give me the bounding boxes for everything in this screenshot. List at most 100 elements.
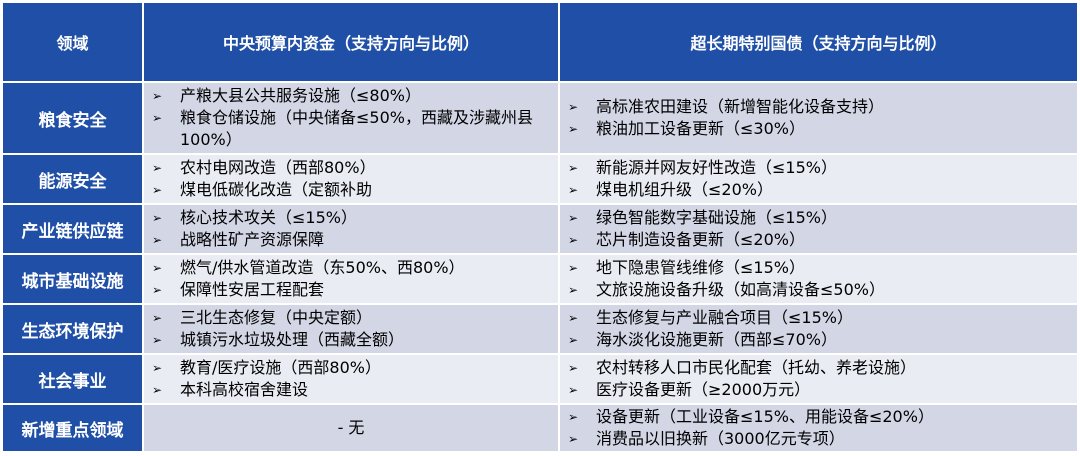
header-central-funds: 中央预算内资金（支持方向与比例）: [144, 3, 558, 81]
arrow-bullet-icon: ➢: [152, 211, 163, 225]
central-funds-cell: - 无: [144, 405, 558, 451]
list-item: ➢ 煤电机组升级（≤20%）: [568, 179, 1069, 201]
list-item: ➢ 粮食仓储设施（中央储备≤50%，西藏及涉藏州县100%）: [152, 107, 550, 151]
item-text: 三北生态修复（中央定额）: [180, 308, 373, 327]
arrow-bullet-icon: ➢: [568, 333, 579, 347]
list-item: ➢ 核心技术攻关（≤15%）: [152, 207, 550, 229]
central-funds-cell: ➢ 燃气/供水管道改造（东50%、西80%） ➢ 保障性安居工程配套: [144, 255, 558, 303]
arrow-bullet-icon: ➢: [568, 311, 579, 325]
list-item: ➢ 城镇污水垃圾处理（西藏全额）: [152, 329, 550, 351]
item-text: 粮食仓储设施（中央储备≤50%，西藏及涉藏州县100%）: [180, 108, 533, 149]
list-item: ➢ 农村转移人口市民化配套（托幼、养老设施）: [568, 357, 1069, 379]
item-text: 文旅设施设备升级（如高清设备≤50%）: [596, 280, 885, 299]
item-text: 地下隐患管线维修（≤15%）: [596, 258, 805, 277]
list-item: ➢ 粮油加工设备更新（≤30%）: [568, 118, 1069, 140]
list-item: ➢ 绿色智能数字基础设施（≤15%）: [568, 207, 1069, 229]
list-item: ➢ 生态修复与产业融合项目（≤15%）: [568, 307, 1069, 329]
list-item: ➢ 文旅设施设备升级（如高清设备≤50%）: [568, 279, 1069, 301]
arrow-bullet-icon: ➢: [152, 89, 163, 103]
item-text: 芯片制造设备更新（≤20%）: [596, 230, 805, 249]
domain-cell: 产业链供应链: [3, 205, 142, 253]
central-funds-cell: ➢ 教育/医疗设施（西部80%） ➢ 本科高校宿舍建设: [144, 355, 558, 403]
arrow-bullet-icon: ➢: [152, 383, 163, 397]
header-row: 领域 中央预算内资金（支持方向与比例） 超长期特别国债（支持方向与比例）: [3, 3, 1077, 81]
list-item: ➢ 三北生态修复（中央定额）: [152, 307, 550, 329]
arrow-bullet-icon: ➢: [568, 122, 579, 136]
list-item: ➢ 本科高校宿舍建设: [152, 379, 550, 401]
list-item: ➢ 教育/医疗设施（西部80%）: [152, 357, 550, 379]
item-text: 粮油加工设备更新（≤30%）: [596, 119, 805, 138]
arrow-bullet-icon: ➢: [568, 410, 579, 424]
arrow-bullet-icon: ➢: [568, 261, 579, 275]
list-item: ➢ 战略性矿产资源保障: [152, 229, 550, 251]
item-text: 绿色智能数字基础设施（≤15%）: [596, 208, 837, 227]
item-text: 本科高校宿舍建设: [180, 380, 309, 399]
table-row: 能源安全 ➢ 农村电网改造（西部80%） ➢ 煤电低碳化改造（定额补助 ➢ 新能源并网友好性…: [3, 155, 1077, 203]
list-item: ➢ 消费品以旧换新（3000亿元专项）: [568, 428, 1069, 450]
special-bonds-cell: ➢ 生态修复与产业融合项目（≤15%） ➢ 海水淡化设施更新（西部≤70%）: [560, 305, 1077, 353]
central-funds-cell: ➢ 产粮大县公共服务设施（≤80%） ➢ 粮食仓储设施（中央储备≤50%，西藏及涉藏…: [144, 83, 558, 153]
arrow-bullet-icon: ➢: [152, 183, 163, 197]
arrow-bullet-icon: ➢: [152, 311, 163, 325]
special-bonds-cell: ➢ 新能源并网友好性改造（≤15%） ➢ 煤电机组升级（≤20%）: [560, 155, 1077, 203]
list-item: ➢ 燃气/供水管道改造（东50%、西80%）: [152, 257, 550, 279]
arrow-bullet-icon: ➢: [568, 283, 579, 297]
no-item-text: - 无: [337, 418, 365, 437]
item-text: 海水淡化设施更新（西部≤70%）: [596, 330, 837, 349]
list-item: ➢ 海水淡化设施更新（西部≤70%）: [568, 329, 1069, 351]
item-text: 生态修复与产业融合项目（≤15%）: [596, 308, 853, 327]
table-row: 生态环境保护 ➢ 三北生态修复（中央定额） ➢ 城镇污水垃圾处理（西藏全额） ➢ 生态修复与…: [3, 305, 1077, 353]
domain-cell: 社会事业: [3, 355, 142, 403]
item-text: 高标准农田建设（新增智能化设备支持）: [596, 97, 885, 116]
arrow-bullet-icon: ➢: [152, 233, 163, 247]
item-text: 教育/医疗设施（西部80%）: [180, 358, 381, 377]
item-text: 新能源并网友好性改造（≤15%）: [596, 158, 837, 177]
item-text: 农村转移人口市民化配套（托幼、养老设施）: [596, 358, 917, 377]
central-funds-cell: ➢ 核心技术攻关（≤15%） ➢ 战略性矿产资源保障: [144, 205, 558, 253]
item-text: 核心技术攻关（≤15%）: [180, 208, 357, 227]
list-item: ➢ 医疗设备更新（≥2000万元）: [568, 379, 1069, 401]
item-text: 城镇污水垃圾处理（西藏全额）: [180, 330, 405, 349]
arrow-bullet-icon: ➢: [568, 361, 579, 375]
arrow-bullet-icon: ➢: [568, 211, 579, 225]
domain-cell: 城市基础设施: [3, 255, 142, 303]
arrow-bullet-icon: ➢: [152, 361, 163, 375]
item-text: 医疗设备更新（≥2000万元）: [596, 380, 811, 399]
list-item: ➢ 农村电网改造（西部80%）: [152, 157, 550, 179]
item-text: 煤电低碳化改造（定额补助: [180, 180, 373, 199]
special-bonds-cell: ➢ 地下隐患管线维修（≤15%） ➢ 文旅设施设备升级（如高清设备≤50%）: [560, 255, 1077, 303]
item-text: 保障性安居工程配套: [180, 280, 325, 299]
arrow-bullet-icon: ➢: [152, 283, 163, 297]
special-bonds-cell: ➢ 农村转移人口市民化配套（托幼、养老设施） ➢ 医疗设备更新（≥2000万元）: [560, 355, 1077, 403]
arrow-bullet-icon: ➢: [152, 333, 163, 347]
list-item: ➢ 设备更新（工业设备≤15%、用能设备≤20%）: [568, 406, 1069, 428]
special-bonds-cell: ➢ 设备更新（工业设备≤15%、用能设备≤20%） ➢ 消费品以旧换新（3000亿元专…: [560, 405, 1077, 451]
arrow-bullet-icon: ➢: [568, 383, 579, 397]
arrow-bullet-icon: ➢: [152, 161, 163, 175]
table-row: 粮食安全 ➢ 产粮大县公共服务设施（≤80%） ➢ 粮食仓储设施（中央储备≤50%，西…: [3, 83, 1077, 153]
item-text: 产粮大县公共服务设施（≤80%）: [180, 86, 421, 105]
domain-cell: 生态环境保护: [3, 305, 142, 353]
list-item: ➢ 产粮大县公共服务设施（≤80%）: [152, 85, 550, 107]
list-item: ➢ 高标准农田建设（新增智能化设备支持）: [568, 96, 1069, 118]
arrow-bullet-icon: ➢: [568, 161, 579, 175]
arrow-bullet-icon: ➢: [152, 261, 163, 275]
central-funds-cell: ➢ 农村电网改造（西部80%） ➢ 煤电低碳化改造（定额补助: [144, 155, 558, 203]
domain-cell: 粮食安全: [3, 83, 142, 153]
header-domain: 领域: [3, 3, 142, 81]
table-row: 新增重点领域 - 无 ➢ 设备更新（工业设备≤15%、用能设备≤20%） ➢ 消费品以旧换…: [3, 405, 1077, 451]
table-row: 社会事业 ➢ 教育/医疗设施（西部80%） ➢ 本科高校宿舍建设 ➢ 农村转移人口市民化配套…: [3, 355, 1077, 403]
arrow-bullet-icon: ➢: [568, 233, 579, 247]
item-text: 燃气/供水管道改造（东50%、西80%）: [180, 258, 465, 277]
table-row: 产业链供应链 ➢ 核心技术攻关（≤15%） ➢ 战略性矿产资源保障 ➢ 绿色智能数字基础设…: [3, 205, 1077, 253]
special-bonds-cell: ➢ 高标准农田建设（新增智能化设备支持） ➢ 粮油加工设备更新（≤30%）: [560, 83, 1077, 153]
item-text: 农村电网改造（西部80%）: [180, 158, 376, 177]
list-item: ➢ 煤电低碳化改造（定额补助: [152, 179, 550, 201]
list-item: ➢ 保障性安居工程配套: [152, 279, 550, 301]
table-row: 城市基础设施 ➢ 燃气/供水管道改造（东50%、西80%） ➢ 保障性安居工程配套 ➢ 地下…: [3, 255, 1077, 303]
item-text: 煤电机组升级（≤20%）: [596, 180, 773, 199]
arrow-bullet-icon: ➢: [568, 100, 579, 114]
central-funds-cell: ➢ 三北生态修复（中央定额） ➢ 城镇污水垃圾处理（西藏全额）: [144, 305, 558, 353]
special-bonds-cell: ➢ 绿色智能数字基础设施（≤15%） ➢ 芯片制造设备更新（≤20%）: [560, 205, 1077, 253]
